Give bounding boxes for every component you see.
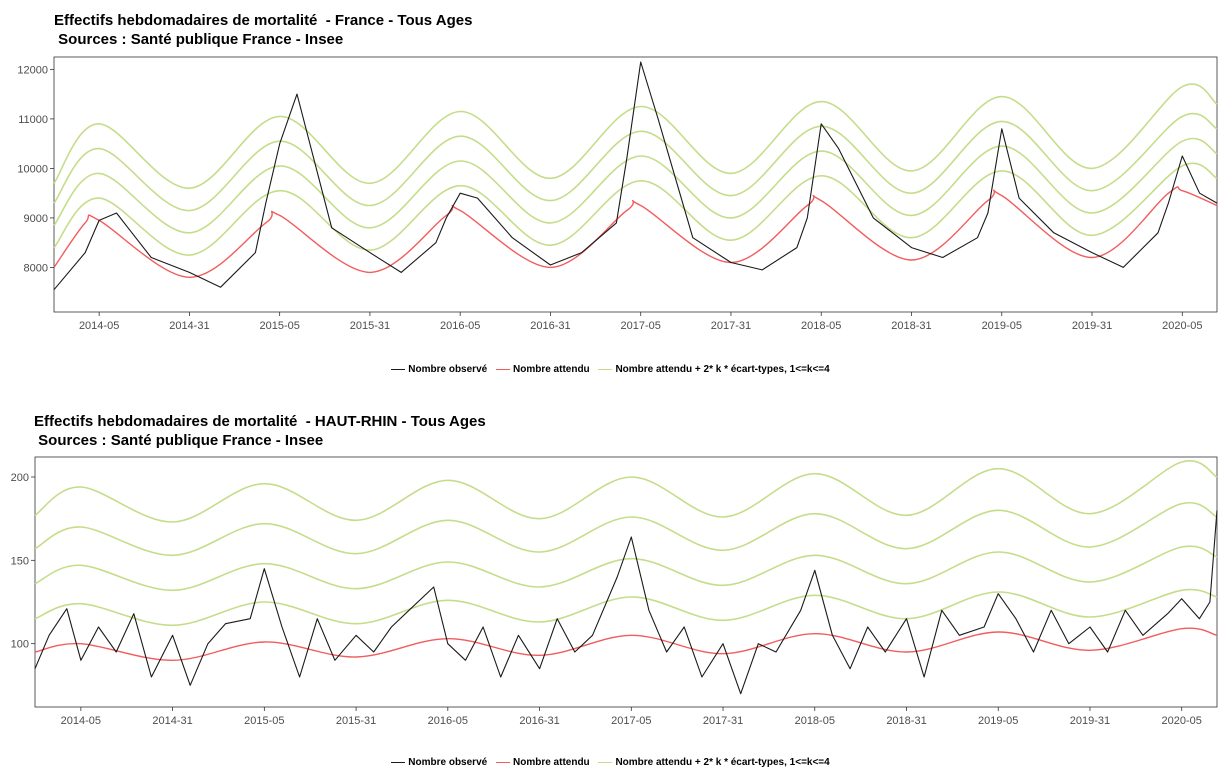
legend-label: Nombre attendu xyxy=(512,757,590,768)
expected-line xyxy=(34,627,1218,662)
chart-title: Effectifs hebdomadaires de mortalité - H… xyxy=(34,413,486,430)
panel-border xyxy=(53,56,1218,313)
legend-swatch-observed xyxy=(391,369,406,370)
x-tick-label: 2014-05 xyxy=(79,320,119,332)
plot-area: 8000 9000 10000 11000 12000 2014-05 2014-31 201… xyxy=(17,56,1218,332)
y-tick-label: 150 xyxy=(11,555,29,567)
legend: Nombre observé Nombre attendu Nombre att… xyxy=(0,362,1221,375)
band-line-k4 xyxy=(34,459,1218,523)
band-line-k4 xyxy=(53,83,1218,190)
x-tick-label: 2014-05 xyxy=(61,715,101,727)
x-tick-label: 2018-31 xyxy=(886,715,926,727)
x-tick-label: 2019-31 xyxy=(1072,320,1112,332)
legend-label: Nombre observé xyxy=(408,757,488,768)
legend-item-bands: Nombre attendu + 2* k * écart-types, 1<=… xyxy=(598,757,830,768)
band-line-k3 xyxy=(34,501,1218,557)
band-line-k1 xyxy=(53,162,1218,256)
legend-item-bands: Nombre attendu + 2* k * écart-types, 1<=… xyxy=(598,364,830,375)
band-line-k1 xyxy=(34,588,1218,627)
legend-label: Nombre observé xyxy=(408,364,488,375)
x-tick-label: 2016-05 xyxy=(440,320,480,332)
chart-france: Effectifs hebdomadaires de mortalité - F… xyxy=(0,12,1221,375)
plot-area: 100 150 200 2014-05 2014-31 2015-05 2015-31 201… xyxy=(11,456,1218,727)
x-tick-label: 2015-05 xyxy=(244,715,284,727)
chart-subtitle: Sources : Santé publique France - Insee xyxy=(34,432,324,449)
x-tick-label: 2015-31 xyxy=(336,715,376,727)
x-tick-label: 2018-05 xyxy=(801,320,841,332)
x-tick-label: 2018-31 xyxy=(891,320,931,332)
chart-haut-rhin: Effectifs hebdomadaires de mortalité - H… xyxy=(0,395,1221,770)
y-tick-label: 200 xyxy=(11,472,29,484)
legend-label: Nombre attendu xyxy=(512,364,590,375)
legend-swatch-expected xyxy=(495,762,510,763)
y-tick-label: 100 xyxy=(11,639,29,651)
x-tick-label: 2016-05 xyxy=(428,715,468,727)
legend-label: Nombre attendu + 2* k * écart-types, 1<=… xyxy=(615,757,830,768)
legend-swatch-expected xyxy=(495,369,510,370)
legend-swatch-observed xyxy=(391,762,406,763)
x-tick-label: 2016-31 xyxy=(530,320,570,332)
y-tick-label: 10000 xyxy=(17,163,48,175)
panel-border xyxy=(34,456,1218,708)
x-tick-label: 2019-31 xyxy=(1070,715,1110,727)
band-line-k3 xyxy=(53,112,1218,212)
x-tick-label: 2017-31 xyxy=(711,320,751,332)
x-tick-label: 2017-05 xyxy=(611,715,651,727)
legend-swatch-bands xyxy=(598,369,613,370)
y-tick-label: 12000 xyxy=(17,64,48,76)
x-tick-label: 2017-31 xyxy=(703,715,743,727)
chart-subtitle: Sources : Santé publique France - Insee xyxy=(54,31,344,48)
x-tick-label: 2017-05 xyxy=(621,320,661,332)
y-tick-label: 9000 xyxy=(24,213,48,225)
x-tick-label: 2018-05 xyxy=(795,715,835,727)
y-tick-label: 11000 xyxy=(18,114,48,126)
legend-item-observed: Nombre observé xyxy=(391,757,487,768)
x-tick-label: 2019-05 xyxy=(982,320,1022,332)
y-tick-label: 8000 xyxy=(24,262,48,274)
legend-item-expected: Nombre attendu xyxy=(495,364,590,375)
legend-swatch-bands xyxy=(598,762,613,763)
x-tick-label: 2016-31 xyxy=(519,715,559,727)
legend: Nombre observé Nombre attendu Nombre att… xyxy=(0,755,1221,768)
band-line-k2 xyxy=(53,137,1218,234)
x-tick-label: 2020-05 xyxy=(1162,320,1202,332)
legend-item-observed: Nombre observé xyxy=(391,364,487,375)
x-tick-label: 2014-31 xyxy=(152,715,192,727)
legend-item-expected: Nombre attendu xyxy=(495,757,590,768)
legend-label: Nombre attendu + 2* k * écart-types, 1<=… xyxy=(615,364,830,375)
band-line-k2 xyxy=(34,545,1218,592)
x-tick-label: 2015-31 xyxy=(350,320,390,332)
chart-title: Effectifs hebdomadaires de mortalité - F… xyxy=(54,12,473,29)
observed-line xyxy=(34,510,1218,695)
expected-line xyxy=(53,186,1218,279)
x-tick-label: 2020-05 xyxy=(1162,715,1202,727)
observed-line xyxy=(53,61,1218,291)
x-tick-label: 2019-05 xyxy=(978,715,1018,727)
x-tick-label: 2015-05 xyxy=(259,320,299,332)
x-tick-label: 2014-31 xyxy=(169,320,209,332)
